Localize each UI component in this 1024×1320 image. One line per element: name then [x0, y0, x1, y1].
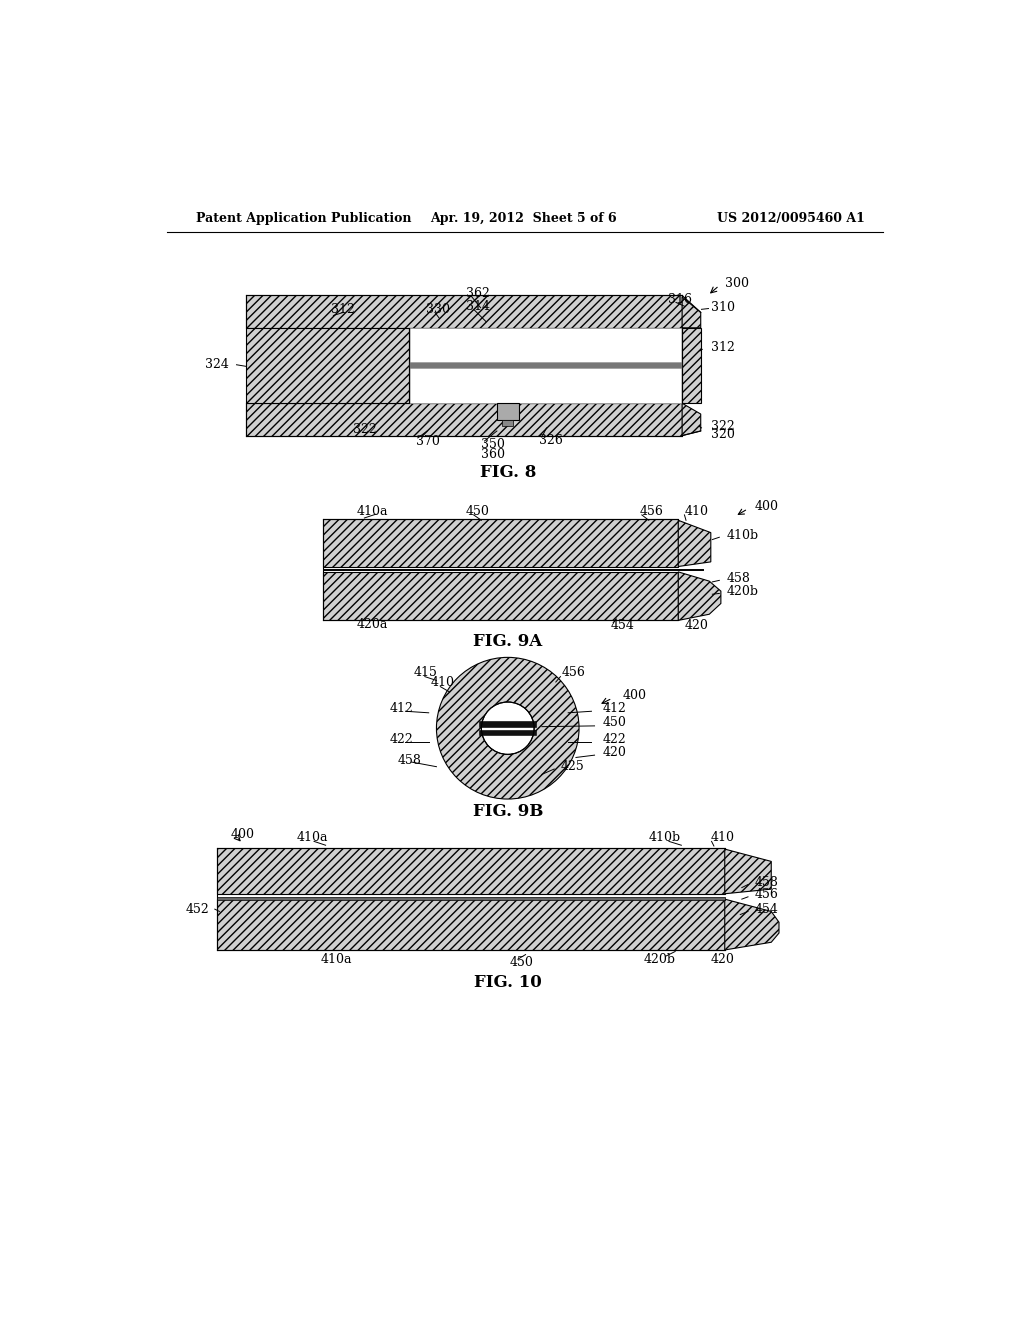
- Polygon shape: [682, 297, 700, 327]
- Polygon shape: [678, 572, 721, 620]
- Text: 415: 415: [414, 667, 437, 680]
- Bar: [217, 847, 725, 894]
- Text: 450: 450: [509, 956, 534, 969]
- Text: 422: 422: [390, 733, 414, 746]
- Text: 454: 454: [755, 903, 778, 916]
- Bar: [246, 296, 682, 327]
- Text: 454: 454: [611, 619, 635, 632]
- Text: FIG. 9B: FIG. 9B: [472, 803, 543, 820]
- Text: 330: 330: [426, 302, 451, 315]
- Text: 370: 370: [417, 436, 440, 449]
- Text: 324: 324: [205, 358, 228, 371]
- Bar: [409, 362, 682, 368]
- Text: 412: 412: [390, 702, 414, 715]
- Text: 450: 450: [465, 504, 489, 517]
- Text: 350: 350: [480, 438, 505, 451]
- Text: 400: 400: [623, 689, 646, 702]
- Bar: [324, 519, 678, 566]
- Text: 410a: 410a: [356, 504, 388, 517]
- Bar: [479, 721, 537, 726]
- Text: 362: 362: [466, 286, 489, 300]
- Text: 360: 360: [480, 447, 505, 461]
- Text: FIG. 9A: FIG. 9A: [473, 634, 543, 651]
- Text: 458: 458: [755, 875, 778, 888]
- Bar: [246, 327, 409, 404]
- Circle shape: [481, 702, 535, 755]
- Text: 412: 412: [602, 702, 626, 715]
- Bar: [410, 327, 681, 362]
- Text: 316: 316: [669, 293, 692, 306]
- Text: 410b: 410b: [727, 529, 759, 543]
- Text: 420: 420: [711, 953, 734, 966]
- Text: 322: 322: [352, 422, 377, 436]
- Bar: [503, 420, 513, 425]
- Bar: [246, 404, 682, 436]
- Text: 422: 422: [602, 733, 626, 746]
- Text: 410: 410: [711, 832, 735, 843]
- Text: 400: 400: [230, 828, 254, 841]
- Text: 310: 310: [711, 301, 735, 314]
- Text: 314: 314: [466, 300, 489, 313]
- Circle shape: [436, 657, 579, 799]
- Text: 420a: 420a: [356, 618, 388, 631]
- Polygon shape: [678, 520, 711, 566]
- Text: 420b: 420b: [643, 953, 676, 966]
- Text: 425: 425: [560, 760, 585, 774]
- Polygon shape: [725, 899, 779, 950]
- Text: 452: 452: [185, 903, 209, 916]
- Text: 410: 410: [430, 676, 455, 689]
- Text: 300: 300: [725, 277, 749, 289]
- Text: Apr. 19, 2012  Sheet 5 of 6: Apr. 19, 2012 Sheet 5 of 6: [430, 213, 616, 224]
- Bar: [409, 327, 682, 404]
- Text: 458: 458: [397, 754, 422, 767]
- Bar: [682, 327, 700, 404]
- Bar: [497, 404, 518, 420]
- Bar: [410, 368, 681, 404]
- Text: 410a: 410a: [321, 953, 351, 966]
- Text: Patent Application Publication: Patent Application Publication: [197, 213, 412, 224]
- Polygon shape: [682, 404, 700, 436]
- Polygon shape: [725, 849, 771, 894]
- Text: 410: 410: [684, 504, 709, 517]
- Text: 400: 400: [755, 500, 778, 513]
- Text: 420b: 420b: [727, 585, 759, 598]
- Bar: [217, 896, 725, 900]
- Text: 312: 312: [711, 342, 734, 354]
- Bar: [479, 730, 537, 735]
- Text: 458: 458: [727, 572, 751, 585]
- Text: 410a: 410a: [297, 832, 329, 843]
- Text: US 2012/0095460 A1: US 2012/0095460 A1: [717, 213, 865, 224]
- Text: 326: 326: [539, 434, 562, 447]
- Text: 450: 450: [602, 717, 626, 730]
- Text: 320: 320: [711, 428, 734, 441]
- Text: FIG. 8: FIG. 8: [479, 465, 536, 480]
- Bar: [324, 572, 678, 620]
- Text: 410b: 410b: [649, 832, 681, 843]
- Text: 420: 420: [684, 619, 709, 632]
- Text: 322: 322: [711, 420, 734, 433]
- Bar: [217, 899, 725, 950]
- Text: 312: 312: [331, 302, 355, 315]
- Text: 456: 456: [562, 667, 586, 680]
- Text: 420: 420: [602, 746, 626, 759]
- Text: 456: 456: [755, 888, 778, 902]
- Text: FIG. 10: FIG. 10: [474, 974, 542, 991]
- Text: 456: 456: [640, 504, 664, 517]
